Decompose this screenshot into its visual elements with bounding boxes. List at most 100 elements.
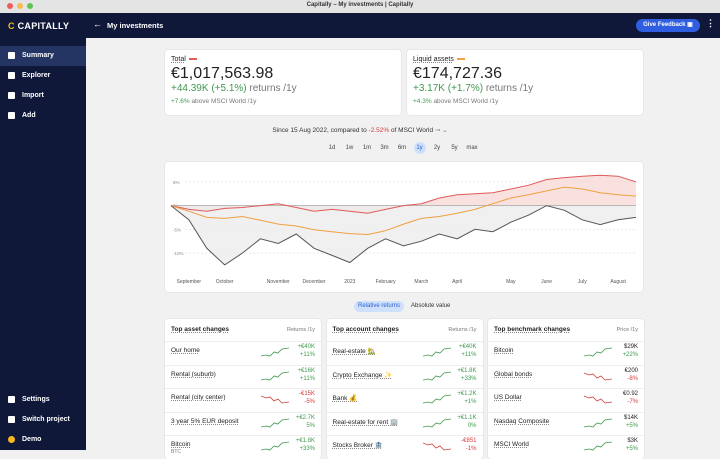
series-line	[170, 205, 637, 266]
table-column: Price /1y	[616, 327, 638, 333]
period-button[interactable]: 2y	[433, 145, 441, 151]
row-pct: -5%	[304, 399, 315, 405]
toggle-option[interactable]: Relative returns	[354, 301, 405, 312]
sidebar: C CAPITALLY Summary Explorer Import Add Sett…	[0, 13, 86, 450]
row-name[interactable]: Real-estate for rent 🏢	[332, 418, 399, 426]
sparkline-path	[261, 395, 289, 404]
nav-label: Import	[22, 92, 44, 99]
row-pct: +11%	[461, 352, 477, 358]
series-area	[171, 175, 636, 214]
row-name[interactable]: US Dollar	[494, 394, 522, 401]
sparkline-path	[261, 347, 289, 357]
x-tick-label: April	[452, 279, 462, 285]
card-value: €174,727.36	[413, 65, 502, 82]
feedback-button[interactable]: Give Feedback ▣	[636, 19, 700, 32]
nav-item[interactable]: Explorer	[0, 66, 86, 86]
card-benchmark: +7.6% above MSCI World /1y	[171, 98, 256, 105]
logo-text: CAPITALLY	[17, 21, 70, 31]
nav-item[interactable]: Settings	[0, 390, 86, 410]
sparkline	[584, 441, 612, 451]
period-button[interactable]: 6m	[397, 145, 407, 151]
sparkline	[422, 371, 451, 380]
minimize-button[interactable]	[17, 3, 23, 9]
nav-item[interactable]: Summary	[0, 46, 86, 66]
chart-card: 5%0%-5%-10%SeptemberOctoberNovemberDecem…	[165, 162, 643, 292]
row-name[interactable]: 3 year 5% EUR deposit	[171, 417, 239, 425]
summary-card: Total €1,017,563.98 +44.39K (+5.1%) return…	[165, 50, 401, 115]
nav-item[interactable]: Import	[0, 86, 86, 106]
period-button[interactable]: 1y	[413, 142, 426, 154]
x-tick-label: March	[414, 279, 428, 285]
row-name[interactable]: Bank 💰	[332, 395, 358, 402]
sparkline-path	[422, 418, 451, 427]
chart: 5%0%-5%-10%SeptemberOctoberNovemberDecem…	[170, 174, 637, 285]
row-pct: +1%	[464, 399, 477, 405]
sparkline	[422, 442, 451, 451]
table-title: Top benchmark changes	[494, 326, 571, 333]
change-unit: returns /1y	[249, 83, 297, 94]
row-divider	[326, 364, 483, 366]
nav-item[interactable]: Add	[0, 106, 86, 126]
sparkline	[261, 371, 289, 380]
change-unit: returns /1y	[485, 83, 534, 94]
close-button[interactable]	[7, 3, 13, 9]
menu-button[interactable]: ⋮	[706, 18, 715, 28]
sparkline-path	[584, 441, 612, 451]
row-change: €200	[624, 367, 638, 374]
comparison-middle: compared to	[330, 127, 367, 134]
maximize-button[interactable]	[27, 3, 33, 9]
sparkline-path	[584, 372, 612, 380]
row-divider	[488, 364, 644, 366]
row-name[interactable]: Bitcoin	[494, 347, 514, 354]
nav-icon	[8, 396, 15, 403]
row-name[interactable]: Our home	[171, 347, 200, 354]
series-icon	[188, 58, 197, 61]
toggle-option[interactable]: Absolute value	[411, 303, 451, 309]
x-tick-label: June	[541, 279, 552, 285]
period-button[interactable]: 1m	[362, 145, 372, 151]
sparkline	[584, 418, 612, 427]
row-name[interactable]: Bitcoin	[171, 441, 191, 448]
comparison-value: -2.52%	[368, 127, 390, 134]
row-name[interactable]: Nasdaq Composite	[494, 417, 550, 425]
period-button[interactable]: 1w	[345, 145, 354, 151]
nav-icon	[8, 112, 15, 119]
row-name[interactable]: Rental (city center)	[171, 394, 226, 401]
row-name[interactable]: MSCI World	[494, 441, 529, 448]
nav-label: Switch project	[22, 416, 70, 423]
period-button[interactable]: 5y	[451, 145, 458, 151]
row-name[interactable]: Crypto Exchange ✨	[332, 371, 393, 379]
sparkline	[584, 347, 612, 357]
table-title: Top account changes	[332, 326, 399, 333]
sparkline-path	[261, 371, 289, 380]
row-change: +€1.8K	[457, 367, 477, 374]
sparkline	[261, 418, 289, 427]
row-name[interactable]: Stocks Broker 🏦	[332, 442, 383, 449]
nav-label: Settings	[22, 396, 50, 403]
row-name[interactable]: Global bonds	[494, 370, 533, 378]
benchmark-text: above MSCI World /1y	[191, 98, 257, 105]
row-divider	[488, 435, 644, 436]
row-name[interactable]: Real-estate 🏡	[332, 348, 376, 355]
comparison-prefix: Since 15 Aug 2022,	[272, 127, 329, 134]
series-area	[171, 205, 636, 265]
nav-item[interactable]: Switch project	[0, 410, 86, 430]
card-benchmark: +4.3% above MSCI World /1y	[413, 98, 498, 105]
period-button[interactable]: 3m	[380, 145, 389, 151]
series-line	[170, 186, 637, 236]
sparkline-path	[584, 347, 612, 357]
row-name[interactable]: Rental (suburb)	[171, 370, 216, 378]
nav-item[interactable]: Demo	[0, 430, 86, 450]
card-label: Liquid assets	[413, 56, 465, 63]
row-pct: +22%	[622, 352, 638, 358]
period-button[interactable]: 1d	[328, 145, 336, 151]
series-icon	[456, 58, 465, 61]
back-button[interactable]: ←	[93, 19, 102, 29]
period-button[interactable]: max	[466, 145, 478, 151]
change-value: +44.39K (+5.1%)	[171, 83, 247, 94]
sparkline	[261, 441, 289, 451]
row-change: +€40K	[297, 344, 315, 350]
nav-label: Add	[22, 112, 36, 119]
table-card: Top account changes Returns /1y Real-estat…	[326, 319, 483, 459]
